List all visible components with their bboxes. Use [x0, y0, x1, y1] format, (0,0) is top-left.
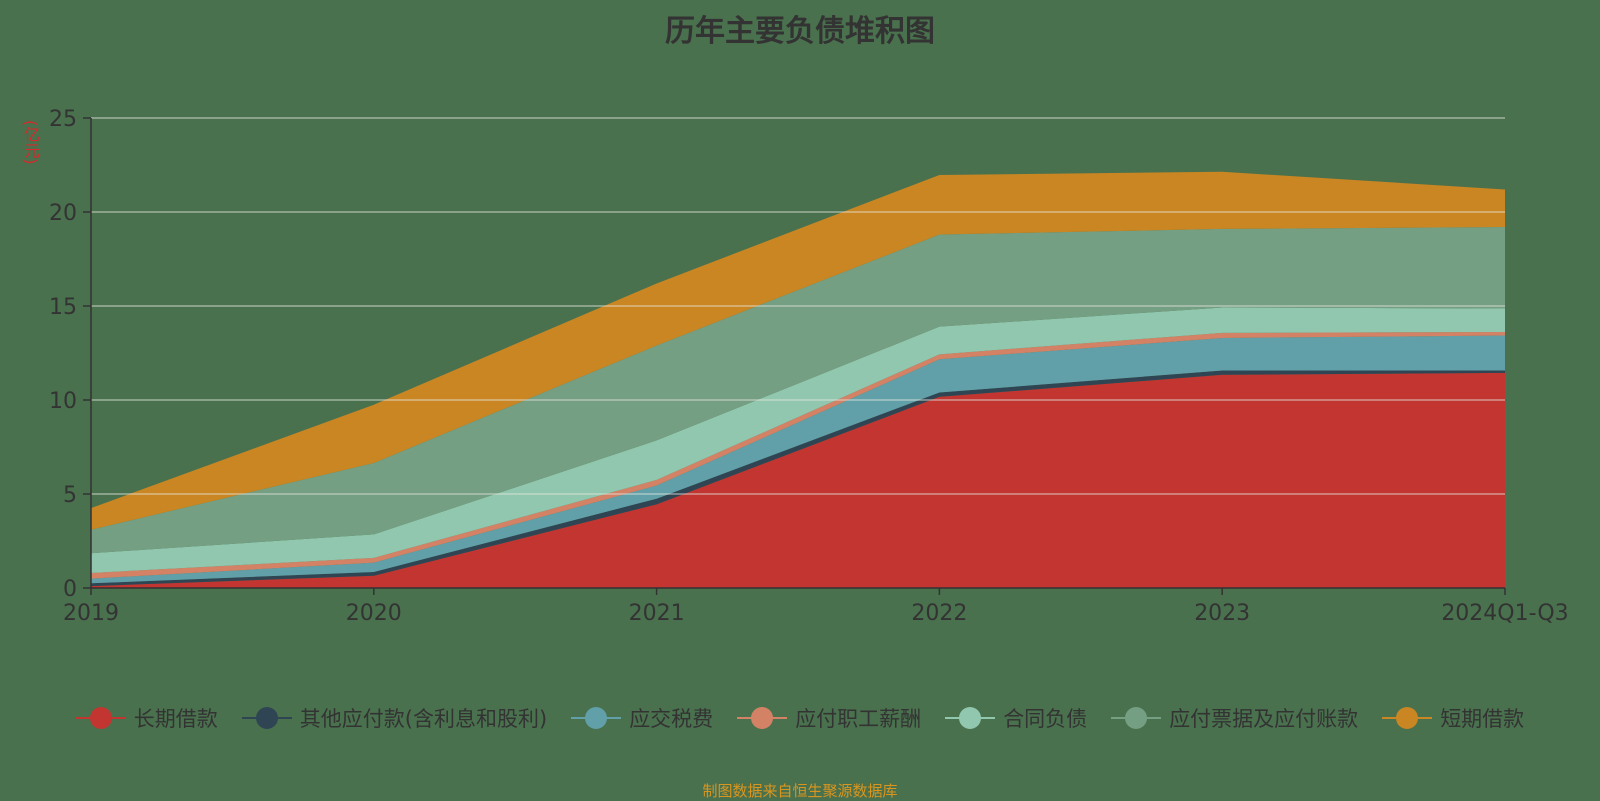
y-tick-label: 10 [49, 389, 77, 414]
legend-marker-icon [241, 706, 292, 730]
y-tick-label: 20 [49, 201, 77, 226]
legend-marker-icon [737, 706, 788, 730]
legend-item-2[interactable]: 应交税费 [571, 703, 713, 733]
legend-label: 应付职工薪酬 [795, 707, 922, 731]
legend-item-4[interactable]: 合同负债 [945, 703, 1087, 733]
legend-item-6[interactable]: 短期借款 [1382, 703, 1524, 733]
x-tick-label: 2019 [63, 601, 119, 626]
y-tick-label: 15 [49, 295, 77, 320]
legend-label: 合同负债 [1003, 707, 1088, 731]
area-series-5 [91, 227, 1505, 554]
x-tick-label: 2020 [346, 601, 402, 626]
legend-marker-icon [75, 706, 126, 730]
legend-label: 应付票据及应付账款 [1169, 707, 1359, 731]
legend-marker-icon [1382, 706, 1433, 730]
y-tick-label: 0 [63, 577, 77, 602]
legend: 长期借款 其他应付款(含利息和股利) 应交税费 应付职工薪酬 合同负债 应付票据及应付账款… [0, 703, 1600, 733]
legend-label: 短期借款 [1440, 707, 1525, 731]
legend-label: 长期借款 [133, 707, 218, 731]
area-series-2 [91, 335, 1505, 584]
legend-item-1[interactable]: 其他应付款(含利息和股利) [241, 703, 548, 733]
area-series-0 [91, 372, 1505, 588]
legend-marker-icon [945, 706, 996, 730]
y-tick-label: 5 [63, 483, 77, 508]
chart-title: 历年主要负债堆积图 [665, 14, 935, 49]
y-axis-label: (亿元) [21, 120, 40, 165]
x-tick-label: 2023 [1194, 601, 1250, 626]
legend-item-3[interactable]: 应付职工薪酬 [737, 703, 921, 733]
x-tick-label: 2021 [629, 601, 685, 626]
legend-item-0[interactable]: 长期借款 [75, 703, 218, 733]
legend-marker-icon [1111, 706, 1162, 730]
x-tick-label: 2024Q1-Q3 [1441, 601, 1568, 626]
y-tick-label: 25 [49, 107, 77, 132]
legend-label: 其他应付款(含利息和股利) [299, 707, 548, 731]
legend-marker-icon [571, 706, 622, 730]
area-series-4 [91, 307, 1505, 573]
x-tick-label: 2022 [911, 601, 967, 626]
legend-item-5[interactable]: 应付票据及应付账款 [1111, 703, 1358, 733]
legend-label: 应交税费 [629, 707, 714, 731]
footer-source: 制图数据来自恒生聚源数据库 [702, 782, 898, 800]
